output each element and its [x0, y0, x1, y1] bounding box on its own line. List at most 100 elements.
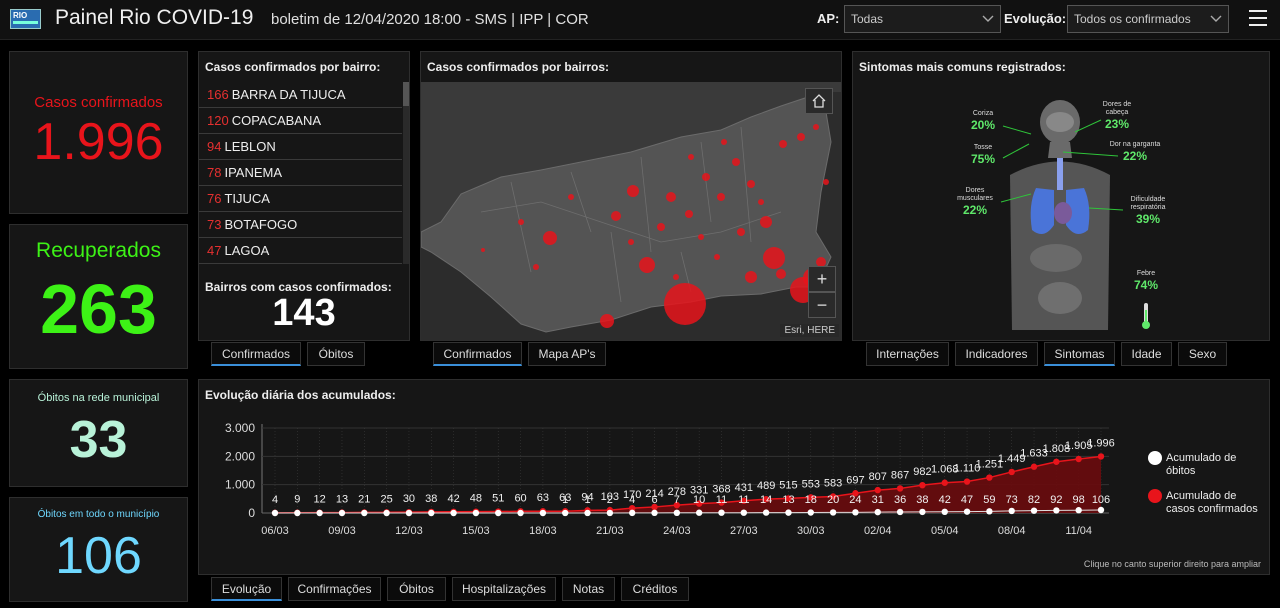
tab-bairros-obitos[interactable]: Óbitos — [307, 342, 365, 366]
thermometer-icon — [1142, 303, 1150, 329]
sintoma-dor-garganta: Dor na garganta 22% — [1109, 141, 1161, 163]
map-panel: Casos confirmados por bairros: — [420, 51, 842, 341]
tab-sexo[interactable]: Sexo — [1178, 342, 1227, 366]
hamburger-menu-icon[interactable] — [1249, 10, 1267, 26]
kpi-obitos-municipio-label: Óbitos em todo o município — [37, 509, 160, 520]
obitos-point — [517, 509, 524, 517]
obitos-point — [986, 508, 993, 515]
confirmados-point — [1008, 468, 1015, 476]
tab-confirmacoes[interactable]: Confirmações — [288, 577, 381, 601]
sintoma-dores-musculares: Dores musculares 22% — [957, 187, 993, 217]
kpi-obitos-rede-label: Óbitos na rede municipal — [37, 392, 160, 404]
legend-confirmados[interactable]: Acumulado de casos confirmados — [1166, 490, 1258, 515]
tab-creditos[interactable]: Créditos — [621, 577, 689, 601]
tab-notas[interactable]: Notas — [562, 577, 615, 601]
obitos-point — [405, 509, 413, 517]
confirmados-point — [785, 495, 792, 502]
obitos-data-label: 47 — [961, 494, 973, 506]
obitos-point — [718, 509, 725, 516]
tab-internacoes[interactable]: Internações — [866, 342, 949, 366]
tab-evolucao[interactable]: Evolução — [211, 577, 282, 601]
confirmados-data-label: 697 — [846, 474, 864, 486]
evolucao-title: Evolução diária dos acumulados: — [205, 388, 396, 402]
ap-select[interactable]: Todas — [844, 5, 1001, 33]
bairro-count: 120 — [207, 113, 229, 128]
confirmados-data-label: 1.110 — [954, 463, 981, 475]
bairro-name: BOTAFOGO — [224, 217, 298, 232]
tab-map-aps[interactable]: Mapa AP's — [528, 342, 606, 366]
confirmados-line — [274, 455, 1102, 514]
obitos-point — [539, 509, 547, 517]
x-tick-label: 12/03 — [395, 525, 423, 537]
x-tick-label: 15/03 — [462, 525, 490, 537]
obitos-point — [807, 509, 814, 516]
sintoma-febre: Febre 74% — [1133, 270, 1159, 292]
tab-hospitalizacoes[interactable]: Hospitalizações — [452, 577, 556, 601]
obitos-data-label: 6 — [651, 494, 657, 506]
obitos-point — [740, 509, 748, 516]
tab-sintomas[interactable]: Sintomas — [1044, 342, 1115, 366]
obitos-point — [1008, 507, 1015, 515]
obitos-data-label: 18 — [805, 494, 817, 506]
obitos-data-label: 11 — [716, 494, 727, 506]
bairro-row[interactable]: 120 COPACABANA — [199, 108, 402, 134]
confirmados-area — [275, 456, 1101, 513]
obitos-point — [606, 509, 614, 517]
evolucao-select[interactable]: Todos os confirmados — [1067, 5, 1229, 33]
x-tick-label: 09/03 — [328, 525, 356, 537]
obitos-data-label: 4 — [629, 494, 635, 506]
confirmados-data-label: 807 — [869, 471, 887, 483]
confirmados-data-label: 278 — [668, 486, 686, 498]
confirmados-data-label: 170 — [623, 489, 641, 501]
confirmados-data-label: 51 — [492, 493, 504, 505]
confirmados-point — [807, 494, 814, 501]
confirmados-point — [1097, 453, 1105, 460]
kpi-obitos-rede: Óbitos na rede municipal 33 — [9, 379, 188, 487]
obitos-point — [941, 508, 948, 516]
confirmados-data-label: 214 — [645, 488, 663, 500]
tab-idade[interactable]: Idade — [1121, 342, 1172, 366]
zoom-out-button[interactable]: − — [808, 292, 836, 318]
confirmados-data-label: 867 — [891, 469, 909, 481]
bairro-row[interactable]: 94 LEBLON — [199, 134, 402, 160]
confirmados-data-label: 42 — [447, 493, 459, 505]
bairro-count: 78 — [207, 165, 222, 180]
obitos-point — [673, 509, 681, 517]
obitos-data-label: 24 — [849, 494, 861, 506]
tab-obitos[interactable]: Óbitos — [387, 577, 446, 601]
confirmados-data-label: 48 — [470, 493, 482, 505]
legend-obitos[interactable]: Acumulado de óbitos — [1166, 452, 1237, 477]
legend-dot-confirmados — [1148, 489, 1162, 503]
expand-hint: Clique no canto superior direito para am… — [1083, 559, 1261, 569]
map-home-button[interactable] — [805, 88, 833, 114]
map-canvas[interactable] — [421, 82, 841, 340]
tab-bairros-confirmados[interactable]: Confirmados — [211, 342, 301, 366]
bairro-count: 73 — [207, 217, 222, 232]
bairro-row[interactable]: 76 TIJUCA — [199, 186, 402, 212]
bairro-row[interactable]: 78 IPANEMA — [199, 160, 402, 186]
evolucao-chart[interactable]: 0 1.000 2.000 3.000 06/03 09/03 12/03 15/03 18/0… — [199, 410, 1119, 550]
confirmados-data-label: 13 — [336, 494, 348, 506]
tab-map-confirmados[interactable]: Confirmados — [433, 342, 522, 366]
bairro-row[interactable]: 73 BOTAFOGO — [199, 212, 402, 238]
obitos-point — [428, 509, 435, 517]
obitos-point — [495, 509, 502, 517]
bairro-name: IPANEMA — [224, 165, 283, 180]
obitos-data-label: 1 — [562, 494, 568, 506]
confirmados-point — [695, 500, 703, 507]
list-scrollbar[interactable] — [403, 82, 409, 264]
confirmados-data-label: 63 — [537, 492, 549, 504]
kpi-recuperados-value: 263 — [40, 270, 157, 348]
tab-indicadores[interactable]: Indicadores — [955, 342, 1038, 366]
zoom-in-button[interactable]: + — [808, 266, 836, 292]
bairro-row[interactable]: 47 LAGOA — [199, 238, 402, 264]
confirmados-data-label: 368 — [712, 484, 730, 496]
top-bar: RIO Painel Rio COVID-19 boletim de 12/04… — [0, 0, 1280, 40]
confirmados-data-label: 94 — [581, 491, 593, 503]
confirmados-data-label: 60 — [514, 492, 526, 504]
y-tick-label: 3.000 — [225, 421, 255, 435]
bulletin-subtitle: boletim de 12/04/2020 18:00 - SMS | IPP … — [271, 11, 589, 28]
map-attribution[interactable]: Esri, HERE — [780, 324, 839, 337]
bairro-row[interactable]: 166 BARRA DA TIJUCA — [199, 82, 402, 108]
obitos-point — [1053, 507, 1060, 514]
